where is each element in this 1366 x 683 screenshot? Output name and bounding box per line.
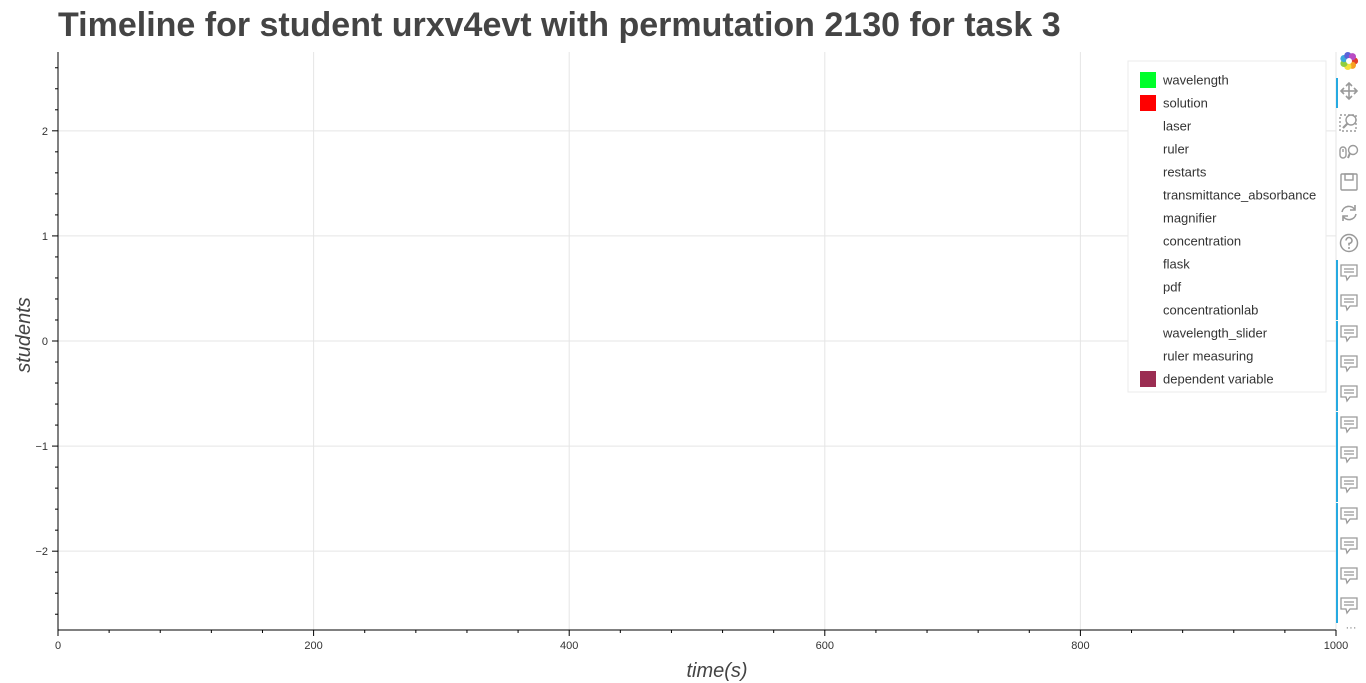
legend-swatch — [1140, 371, 1156, 387]
more-icon[interactable]: ··· — [1345, 621, 1357, 634]
active-tool-indicator — [1336, 381, 1338, 412]
legend-item[interactable]: transmittance_absorbance — [1140, 187, 1316, 203]
legend-item[interactable]: magnifier — [1140, 210, 1217, 226]
save-icon[interactable] — [1338, 171, 1364, 195]
legend-item[interactable]: pdf — [1140, 279, 1181, 295]
x-tick-label: 800 — [1071, 640, 1089, 652]
hover-icon[interactable] — [1338, 353, 1364, 377]
legend-item[interactable]: wavelength_slider — [1140, 325, 1268, 341]
legend-label: dependent variable — [1163, 372, 1274, 387]
help-icon[interactable] — [1338, 232, 1364, 256]
bokeh-logo-icon[interactable] — [1338, 50, 1364, 74]
y-axis-label: students — [13, 297, 35, 373]
hover-icon[interactable] — [1338, 414, 1364, 438]
active-tool-indicator — [1336, 563, 1338, 594]
legend-label: concentration — [1163, 234, 1241, 249]
hover-icon[interactable] — [1338, 565, 1364, 589]
reset-icon[interactable] — [1338, 202, 1364, 226]
legend-label: ruler measuring — [1163, 349, 1253, 364]
legend-item[interactable]: concentration — [1140, 233, 1241, 249]
active-tool-indicator — [1336, 532, 1338, 563]
legend-item[interactable]: solution — [1140, 95, 1208, 111]
active-tool-indicator — [1336, 290, 1338, 321]
x-tick-label: 1000 — [1324, 640, 1348, 652]
legend-item[interactable]: ruler measuring — [1140, 348, 1253, 364]
hover-icon[interactable] — [1338, 595, 1364, 619]
active-tool-indicator — [1336, 260, 1338, 291]
hover-icon[interactable] — [1338, 444, 1364, 468]
pan-icon[interactable] — [1338, 80, 1364, 104]
legend-label: ruler — [1163, 142, 1190, 157]
legend[interactable]: wavelength solution laser ruler restarts tran… — [1127, 60, 1327, 393]
y-tick-label: −2 — [35, 546, 48, 558]
legend-item[interactable]: wavelength — [1140, 72, 1229, 88]
active-tool-indicator — [1336, 78, 1338, 109]
legend-label: laser — [1163, 119, 1192, 134]
active-tool-indicator — [1336, 411, 1338, 442]
plot-toolbar[interactable]: ··· — [1336, 48, 1366, 638]
hover-icon[interactable] — [1338, 292, 1364, 316]
legend-label: flask — [1163, 257, 1190, 272]
legend-label: concentrationlab — [1163, 303, 1258, 318]
y-tick-label: 2 — [42, 126, 48, 138]
active-tool-indicator — [1336, 593, 1338, 624]
legend-item[interactable]: ruler — [1140, 141, 1190, 157]
legend-item[interactable]: dependent variable — [1140, 371, 1274, 387]
y-tick-label: −1 — [35, 441, 48, 453]
hover-icon[interactable] — [1338, 262, 1364, 286]
chart-title: Timeline for student urxv4evt with permu… — [58, 6, 1061, 44]
hover-icon[interactable] — [1338, 535, 1364, 559]
active-tool-indicator — [1336, 320, 1338, 351]
legend-item[interactable]: restarts — [1140, 164, 1207, 180]
y-tick-label: 0 — [42, 336, 48, 348]
axes: 0 200 400 600 800 1000 −2 −1 0 1 2 — [35, 52, 1348, 652]
legend-item[interactable]: laser — [1140, 118, 1192, 134]
x-tick-label: 200 — [304, 640, 322, 652]
x-tick-label: 600 — [816, 640, 834, 652]
legend-label: transmittance_absorbance — [1163, 188, 1316, 203]
active-tool-indicator — [1336, 472, 1338, 503]
active-tool-indicator — [1336, 441, 1338, 472]
active-tool-indicator — [1336, 502, 1338, 533]
legend-label: magnifier — [1163, 211, 1217, 226]
x-tick-label: 0 — [55, 640, 61, 652]
active-tool-indicator — [1336, 351, 1338, 381]
hover-icon[interactable] — [1338, 323, 1364, 347]
legend-box — [1127, 60, 1327, 393]
legend-label: wavelength_slider — [1162, 326, 1268, 341]
hover-icon[interactable] — [1338, 474, 1364, 498]
legend-label: wavelength — [1162, 73, 1229, 88]
hover-icon[interactable] — [1338, 505, 1364, 529]
legend-label: solution — [1163, 96, 1208, 111]
wheel-zoom-icon[interactable] — [1338, 141, 1364, 165]
legend-label: restarts — [1163, 165, 1207, 180]
legend-label: pdf — [1163, 280, 1181, 295]
x-tick-label: 400 — [560, 640, 578, 652]
legend-swatch — [1140, 72, 1156, 88]
legend-item[interactable]: flask — [1140, 256, 1190, 272]
box-zoom-icon[interactable] — [1338, 111, 1364, 135]
hover-icon[interactable] — [1338, 383, 1364, 407]
legend-swatch — [1140, 95, 1156, 111]
grid — [58, 52, 1337, 630]
legend-item[interactable]: concentrationlab — [1140, 302, 1258, 318]
y-tick-label: 1 — [42, 231, 48, 243]
x-axis-label: time(s) — [686, 660, 747, 682]
